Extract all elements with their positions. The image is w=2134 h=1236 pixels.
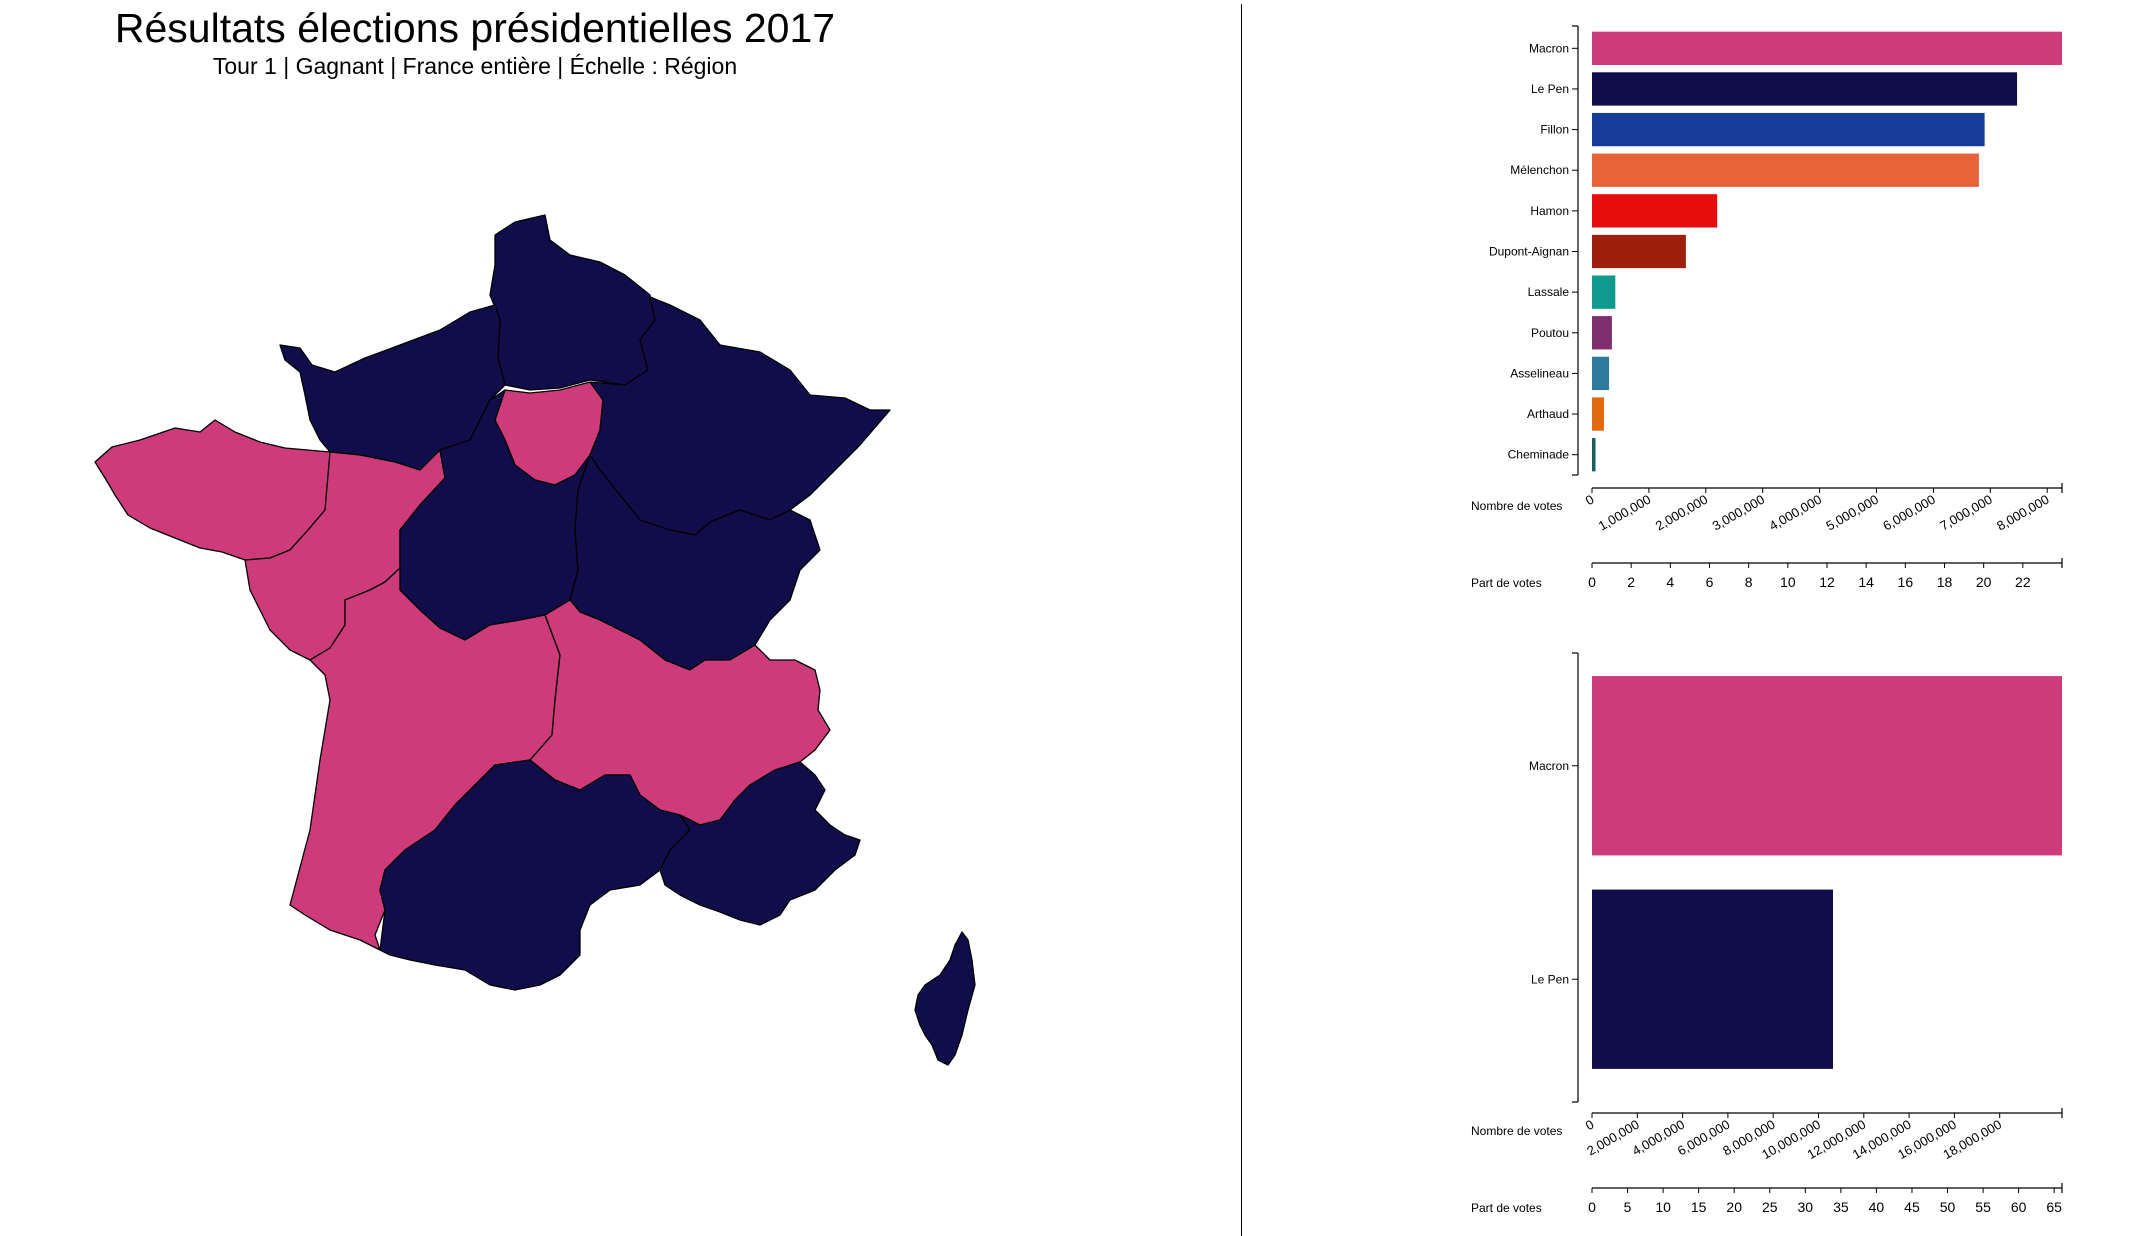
y-tick-label: Fillon [1540,123,1569,137]
bar-asselineau [1592,356,1610,391]
page-title: Résultats élections présidentielles 2017 [114,5,836,51]
region-hauts-de-france[interactable] [489,214,656,391]
bar-arthaud [1592,397,1604,431]
x-tick-label-share: 10 [1655,1199,1671,1215]
y-tick-label: Asselineau [1510,366,1569,380]
bar-le pen [1592,72,2018,106]
page-subtitle: Tour 1 | Gagnant | France entière | Éche… [212,53,738,79]
x-tick-label-share: 0 [1588,1199,1596,1215]
region-corse[interactable] [914,931,976,1066]
x-tick-label-share: 16 [1898,574,1914,590]
y-tick-label: Cheminade [1508,448,1570,462]
y-tick-label: Le Pen [1531,972,1569,986]
x-tick-label-share: 14 [1858,574,1874,590]
y-tick-label: Lassale [1528,285,1570,299]
x-tick-label-share: 35 [1833,1199,1849,1215]
first-round-votes-chart: Macron Le Pen Fillon Mélenchon Hamon Dupont-A… [1471,25,2063,590]
y-tick-label: Mélenchon [1510,163,1569,177]
bar-le pen [1592,889,1834,1069]
x-tick-label-share: 6 [1706,574,1714,590]
bar-cheminade [1592,438,1596,472]
x-tick-label-share: 60 [2011,1199,2027,1215]
x-tick-label-share: 4 [1666,574,1674,590]
y-tick-label: Poutou [1531,326,1569,340]
france-region-map [94,214,976,1066]
x-tick-label-share: 15 [1691,1199,1707,1215]
x-tick-label-votes: 1,000,000 [1596,492,1654,534]
x-tick-label-share: 25 [1762,1199,1778,1215]
bar-macron [1592,31,2062,65]
x-tick-label-votes: 3,000,000 [1710,492,1768,534]
x-tick-label-votes: 5,000,000 [1823,492,1881,534]
y-tick-label: Macron [1529,41,1569,55]
y-tick-label: Le Pen [1531,82,1569,96]
x-tick-label-share: 20 [1726,1199,1742,1215]
x-tick-label-votes: 4,000,000 [1767,492,1825,534]
x-tick-label-share: 65 [2046,1199,2062,1215]
x-tick-label-share: 30 [1798,1199,1814,1215]
y-tick-label: Arthaud [1527,407,1569,421]
x-axis-votes-label: Nombre de votes [1471,499,1562,513]
x-tick-label-votes: 8,000,000 [1994,492,2052,534]
bar-poutou [1592,316,1612,350]
x-tick-label-votes: 0 [1583,492,1597,509]
region-paca[interactable] [659,761,861,926]
bar-hamon [1592,194,1718,228]
x-tick-label-share: 12 [1819,574,1835,590]
x-tick-label-share: 8 [1745,574,1753,590]
x-tick-label-votes: 6,000,000 [1880,492,1938,534]
x-tick-label-votes: 2,000,000 [1653,492,1711,534]
x-tick-label-votes: 7,000,000 [1937,492,1995,534]
x-tick-label-share: 45 [1904,1199,1920,1215]
bar-lassale [1592,275,1616,309]
y-tick-label: Hamon [1530,204,1569,218]
x-tick-label-share: 10 [1780,574,1796,590]
x-tick-label-share: 50 [1940,1199,1956,1215]
x-axis-share-label: Part de votes [1471,1201,1542,1215]
region-bretagne[interactable] [94,419,331,561]
x-axis-votes-label: Nombre de votes [1471,1124,1562,1138]
x-tick-label-share: 18 [1937,574,1953,590]
panel-divider [1241,4,1242,1236]
x-tick-label-votes: 0 [1583,1117,1597,1134]
bar-dupont-aignan [1592,234,1686,269]
x-tick-label-share: 5 [1624,1199,1632,1215]
x-tick-label-share: 22 [2015,574,2031,590]
bar-fillon [1592,112,1985,147]
y-tick-label: Macron [1529,759,1569,773]
x-axis-share-label: Part de votes [1471,576,1542,590]
x-tick-label-share: 20 [1976,574,1992,590]
x-tick-label-share: 2 [1627,574,1635,590]
x-tick-label-share: 55 [1975,1199,1991,1215]
x-tick-label-share: 40 [1869,1199,1885,1215]
y-tick-label: Dupont-Aignan [1489,245,1569,259]
bar-macron [1592,676,2062,856]
x-tick-label-share: 0 [1588,574,1596,590]
bar-mélenchon [1592,153,1979,187]
